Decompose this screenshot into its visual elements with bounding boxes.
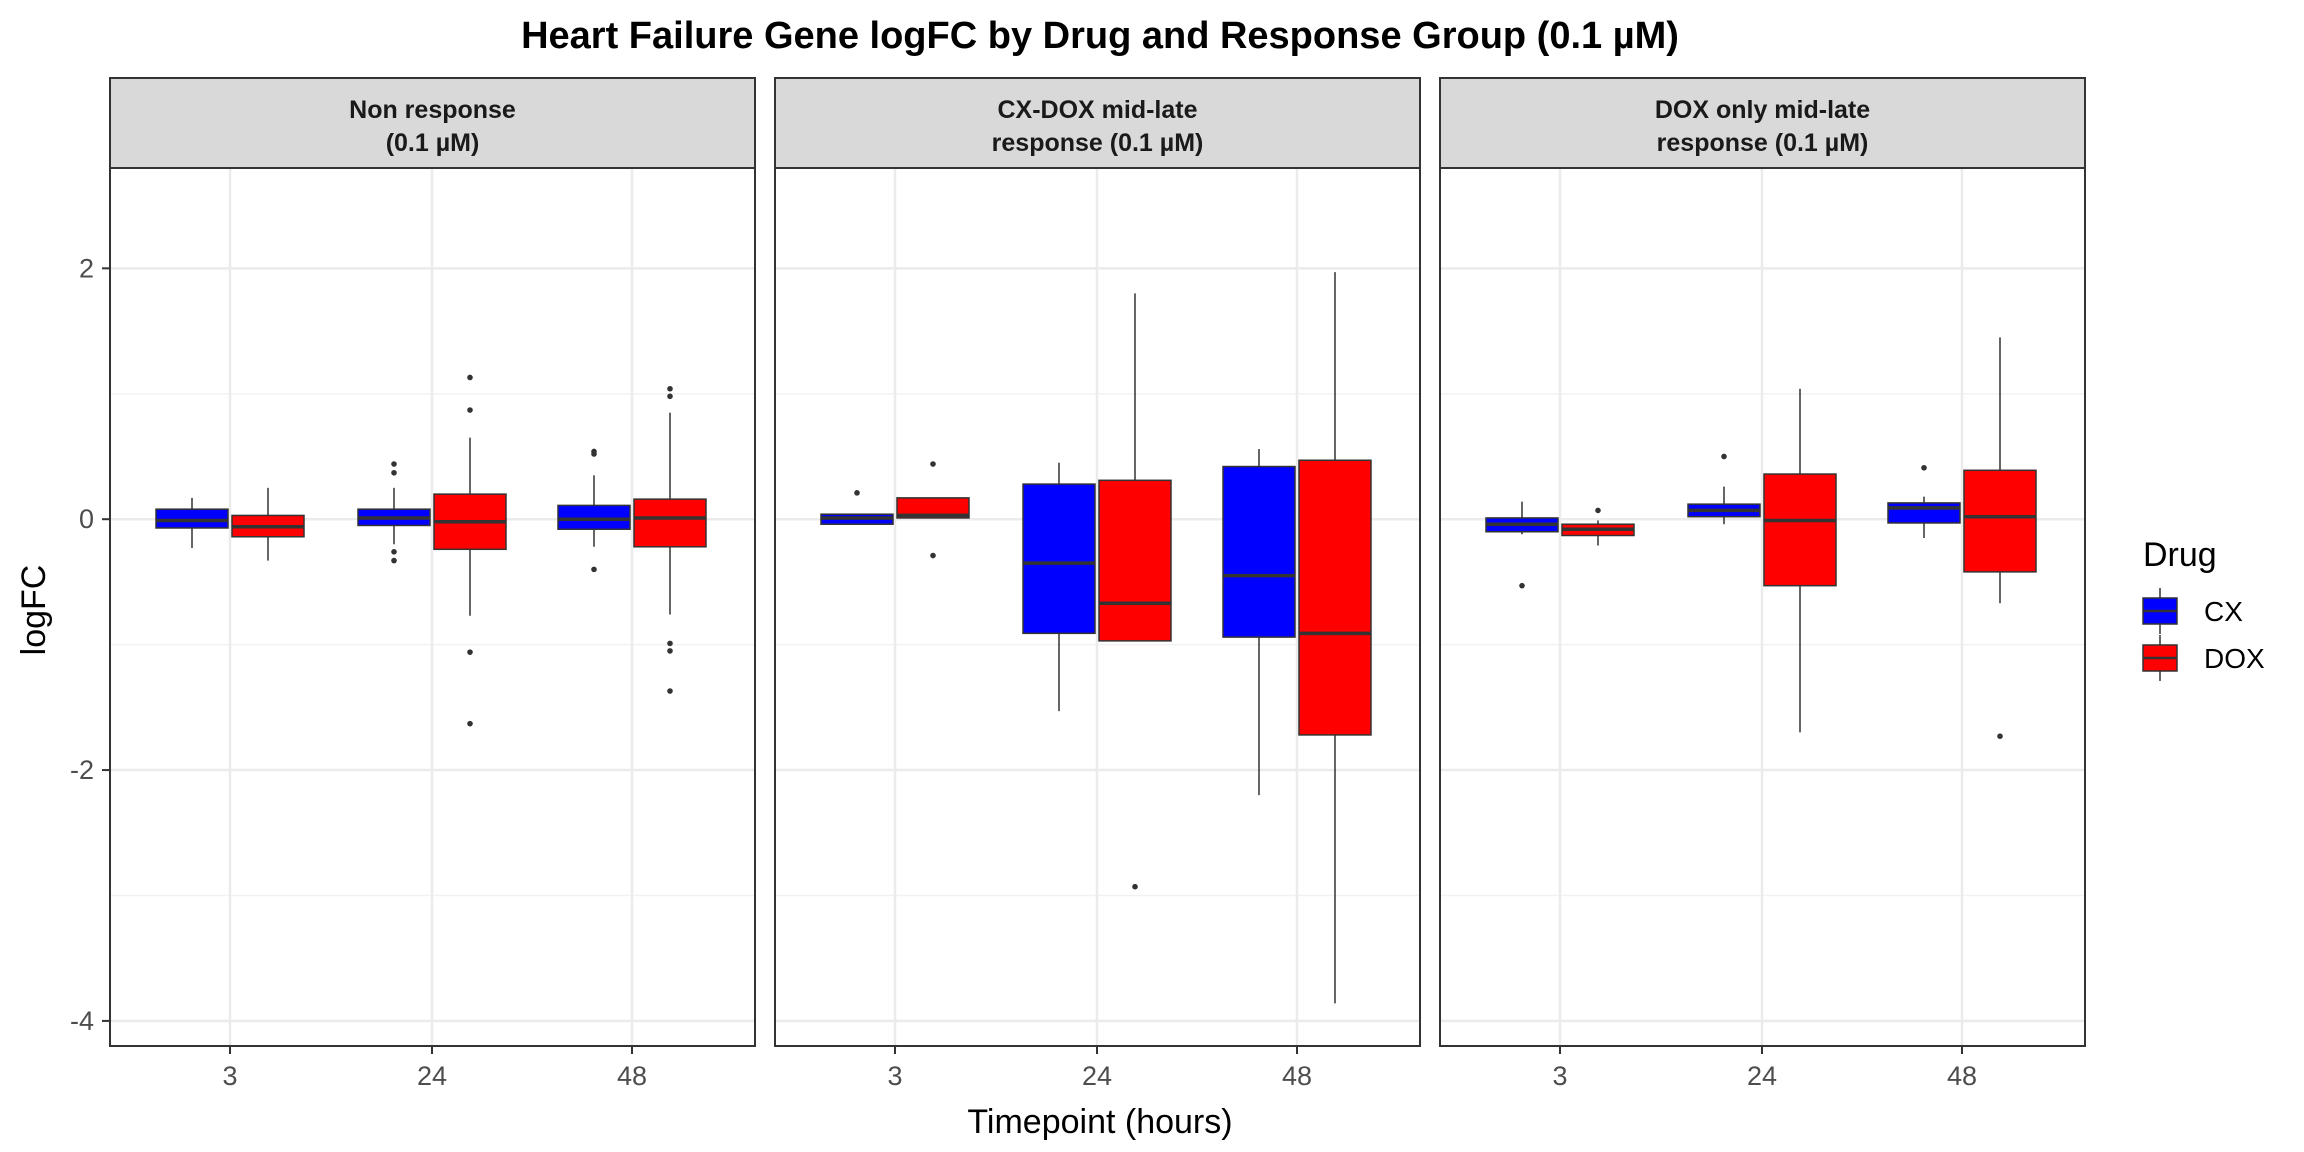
- outlier-point: [467, 407, 473, 413]
- outlier-point: [591, 451, 597, 457]
- legend-label: DOX: [2204, 643, 2265, 674]
- panel-2: CX-DOX mid-late response (0.1 µM) 3 24 48: [774, 77, 1421, 1091]
- box-body: [896, 497, 970, 519]
- box-body: [557, 504, 631, 530]
- x-tick-label: 3: [222, 1061, 237, 1091]
- legend-title: Drug: [2143, 536, 2217, 574]
- chart-title: Heart Failure Gene logFC by Drug and Res…: [521, 15, 1679, 57]
- box-dox-3h: [231, 487, 305, 561]
- outlier-point: [854, 490, 860, 496]
- outlier-point: [667, 393, 673, 400]
- outlier-point: [467, 649, 473, 655]
- x-tick-label: 3: [1552, 1061, 1567, 1091]
- outlier-point: [467, 720, 473, 727]
- panel-strip: [109, 77, 756, 169]
- x-tick-label: 48: [617, 1061, 647, 1091]
- box-body: [1098, 479, 1172, 642]
- outlier-point: [667, 688, 673, 694]
- outlier-point: [1519, 582, 1525, 589]
- box-dox-48h: [1963, 337, 2037, 739]
- panel-1: Non response (0.1 µM) 3 24 48: [109, 77, 756, 1091]
- x-tick-label: 24: [1082, 1061, 1112, 1091]
- y-tick-label: 0: [79, 504, 94, 534]
- box-cx-24h: [1022, 462, 1096, 712]
- box-body: [1298, 459, 1372, 736]
- panel-strip: [774, 77, 1421, 169]
- box-cx-3h: [820, 490, 894, 525]
- outlier-point: [391, 557, 397, 564]
- x-tick-label: 3: [887, 1061, 902, 1091]
- box-body: [633, 498, 707, 548]
- y-tick-label: -4: [70, 1006, 94, 1036]
- outlier-point: [1132, 883, 1138, 890]
- box-dox-24h: [1763, 388, 1837, 733]
- outlier-point: [391, 549, 397, 555]
- box-body: [1763, 473, 1837, 587]
- box-dox-24h: [433, 374, 507, 727]
- box-cx-3h: [1485, 501, 1559, 589]
- box-cx-48h: [1887, 464, 1961, 539]
- panel-strip-label-line2: response (0.1 µM): [1657, 129, 1869, 157]
- legend-label: CX: [2204, 596, 2243, 627]
- y-tick-label: 2: [79, 253, 94, 283]
- outlier-point: [391, 461, 397, 467]
- legend: Drug CX DOX: [2142, 536, 2265, 681]
- panel-strip-label-line2: (0.1 µM): [386, 129, 480, 157]
- outlier-point: [930, 461, 936, 467]
- box-body: [1222, 465, 1296, 638]
- box-body: [1963, 469, 2037, 573]
- box-dox-24h: [1098, 293, 1172, 890]
- outlier-point: [1921, 464, 1927, 471]
- panel-strip-label-line2: response (0.1 µM): [992, 129, 1204, 157]
- box-body: [1887, 502, 1961, 524]
- outlier-point: [667, 640, 673, 647]
- outlier-point: [1721, 453, 1727, 460]
- box-body: [155, 508, 229, 529]
- box-dox-48h: [633, 385, 707, 694]
- legend-item-dox: DOX: [2142, 635, 2265, 681]
- outlier-point: [930, 552, 936, 559]
- panel-3: DOX only mid-late response (0.1 µM) 3 24 48: [1439, 77, 2086, 1091]
- outlier-point: [467, 374, 473, 381]
- panel-strip: [1439, 77, 2086, 169]
- box-cx-24h: [1687, 453, 1761, 525]
- box-cx-24h: [357, 461, 431, 564]
- box-cx-3h: [155, 497, 229, 549]
- outlier-point: [1595, 507, 1601, 514]
- y-axis-title: logFC: [15, 565, 53, 656]
- x-tick-label: 48: [1282, 1061, 1312, 1091]
- x-axis-title: Timepoint (hours): [967, 1103, 1232, 1141]
- box-cx-48h: [557, 448, 631, 573]
- outlier-point: [1997, 733, 2003, 739]
- box-dox-48h: [1298, 272, 1372, 1004]
- legend-item-cx: CX: [2142, 588, 2243, 634]
- y-tick-label: -2: [70, 755, 94, 785]
- outlier-point: [667, 648, 673, 654]
- box-dox-3h: [896, 461, 970, 559]
- x-tick-label: 24: [417, 1061, 447, 1091]
- box-body: [1022, 483, 1096, 635]
- outlier-point: [591, 566, 597, 573]
- outlier-point: [667, 385, 673, 392]
- panel-strip-label-line1: Non response: [349, 96, 516, 124]
- x-tick-label: 48: [1947, 1061, 1977, 1091]
- panel-strip-label-line1: DOX only mid-late: [1655, 96, 1870, 124]
- x-tick-label: 24: [1747, 1061, 1777, 1091]
- outlier-point: [391, 469, 397, 476]
- box-cx-48h: [1222, 448, 1296, 796]
- panel-strip-label-line1: CX-DOX mid-late: [997, 96, 1197, 124]
- box-dox-3h: [1561, 507, 1635, 546]
